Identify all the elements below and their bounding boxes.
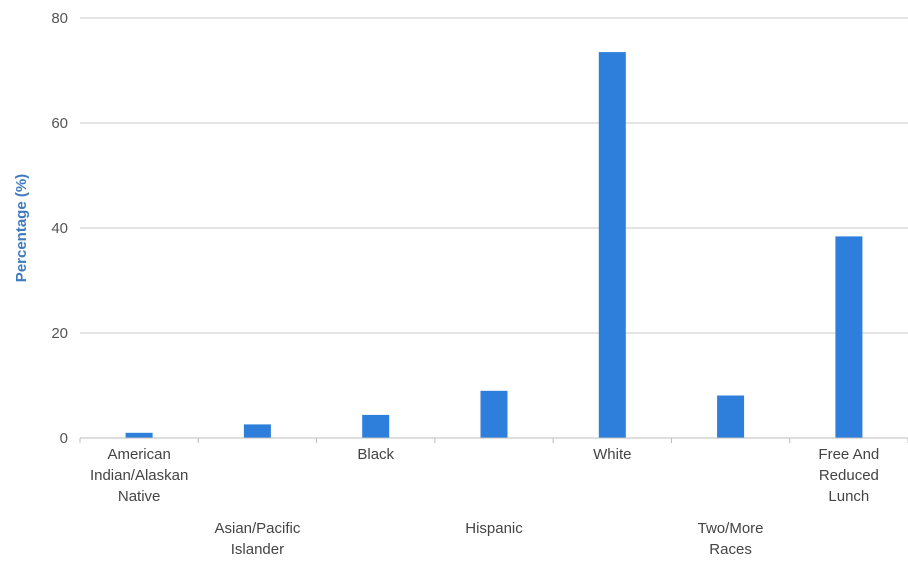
x-category-labels: American Indian/Alaskan Native Asian/Pacifi… — [90, 446, 879, 558]
y-axis-label: Percentage (%) — [13, 174, 30, 282]
x-category-label: Hispanic — [465, 520, 523, 537]
bar — [125, 432, 153, 439]
y-tick-labels: 0 20 40 60 80 — [51, 10, 68, 447]
y-tick-label: 20 — [51, 325, 68, 342]
bar — [362, 414, 390, 438]
y-tick-label: 80 — [51, 10, 68, 27]
x-category-label: Free And Reduced Lunch — [818, 446, 879, 505]
bar — [717, 395, 745, 438]
y-tick-label: 0 — [60, 430, 68, 447]
gridlines — [80, 17, 908, 334]
bar — [243, 424, 271, 438]
x-category-label: Two/More Races — [698, 520, 764, 558]
x-category-label: White — [593, 446, 631, 463]
x-category-label: American Indian/Alaskan Native — [90, 446, 188, 505]
x-axis — [79, 437, 908, 443]
bars — [125, 52, 863, 439]
bar — [835, 236, 863, 438]
y-tick-label: 60 — [51, 115, 68, 132]
x-category-label: Asian/Pacific Islander — [214, 520, 300, 558]
x-category-label: Black — [357, 446, 394, 463]
y-tick-label: 40 — [51, 220, 68, 237]
bar — [480, 390, 508, 439]
bar — [598, 52, 626, 438]
